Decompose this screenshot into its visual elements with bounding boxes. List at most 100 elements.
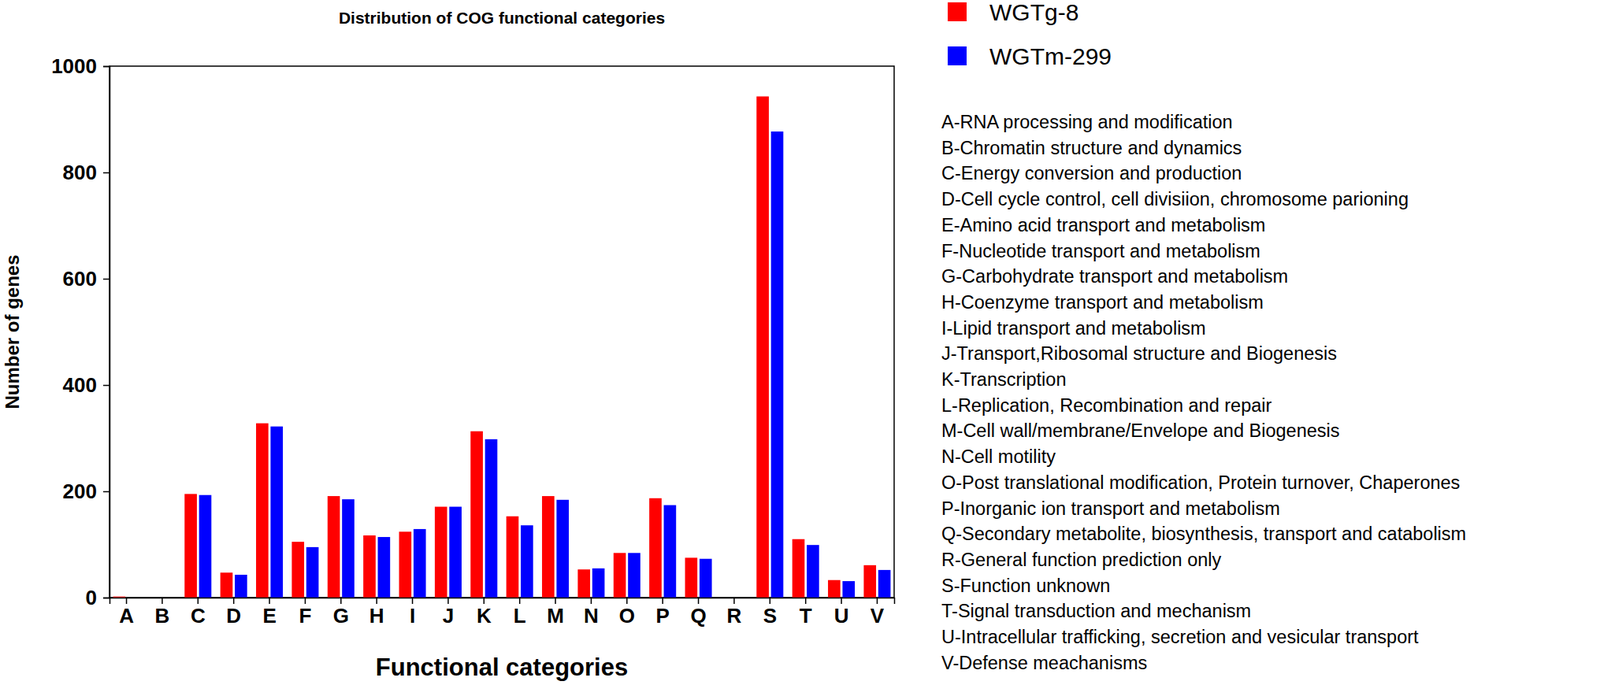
y-tick-mark [103,491,110,494]
x-tick-mark [554,597,557,605]
bar [842,581,855,598]
bar [234,575,248,598]
legend-label: WGTm-299 [989,43,1112,70]
bar [341,499,355,598]
annotation: D-Cell cycle control, cell divisiion, ch… [941,189,1409,210]
y-tick: 0 [85,586,110,610]
x-tick-label: H [369,604,385,628]
x-tick-mark [268,597,271,605]
legend-swatch [947,46,967,66]
x-tick: H [369,597,385,628]
x-tick-mark [197,597,200,605]
bar [220,572,234,598]
bar [756,96,769,598]
annotation: G-Carbohydrate transport and metabolism [941,266,1289,287]
bar [270,426,283,598]
x-tick-label: O [619,604,635,628]
x-tick-label: J [442,604,454,628]
x-tick: S [763,597,777,628]
x-tick-label: T [799,604,813,628]
x-tick-label: A [118,604,134,628]
x-tick-mark [840,597,843,605]
x-tick: O [619,597,635,628]
bar [470,431,483,598]
y-tick: 1000 [51,54,110,78]
x-tick: E [262,597,276,628]
y-axis-line [103,66,111,599]
bar [613,553,627,598]
x-tick-mark [590,597,593,605]
x-tick-mark [126,597,128,605]
bar [291,541,305,598]
bar [792,539,806,598]
x-tick-label: G [333,604,349,628]
x-tick-mark [233,597,235,605]
x-tick-mark [340,597,342,605]
bar [878,570,891,598]
y-tick-label: 400 [63,373,97,398]
x-tick-label: V [870,604,885,628]
annotation: F-Nucleotide transport and metabolism [941,241,1261,262]
y-tick: 200 [63,479,110,504]
x-tick: G [333,597,349,628]
bar [485,439,498,598]
x-tick: M [546,597,565,628]
bar [184,493,197,598]
x-tick: Q [690,597,706,628]
annotation: J-Transport,Ribosomal structure and Biog… [941,343,1337,364]
x-tick-mark [412,597,414,605]
bar [363,535,376,598]
x-tick-mark [697,597,700,605]
x-tick-mark [805,597,807,605]
bar [541,496,555,598]
x-tick-label: B [155,604,171,628]
bar [327,496,341,598]
bar [627,553,641,598]
legend-swatch [947,2,967,22]
x-tick-mark [161,597,164,605]
x-tick-label: P [656,604,670,628]
x-tick-label: D [226,604,242,628]
y-tick-mark [103,385,110,387]
legend: WGTg-8WGTm-299 [947,0,1112,70]
x-tick: I [409,597,416,628]
y-tick-label: 600 [63,267,97,291]
x-tick: K [476,597,492,628]
x-axis-line [110,598,895,606]
bar [399,531,413,598]
annotation: P-Inorganic ion transport and metabolism [941,498,1281,520]
annotation: O-Post translational modification, Prote… [941,472,1460,494]
bar [306,547,320,598]
y-tick: 400 [63,373,110,398]
annotation: A-RNA processing and modification [941,111,1233,133]
bar [699,559,713,598]
x-tick-mark [733,597,736,605]
x-tick-label: Q [690,604,706,628]
plot-frame [109,66,895,598]
bar [649,498,662,598]
bar [434,507,448,598]
x-tick: A [118,597,134,628]
x-tick-label: M [546,604,565,628]
bar [771,131,784,598]
x-tick-label: L [513,604,527,628]
y-tick-label: 800 [63,160,97,185]
x-tick-label: I [409,604,416,628]
x-tick-label: R [727,604,743,628]
x-tick: J [442,597,454,628]
x-tick: V [870,597,885,628]
x-tick: R [727,597,743,628]
annotation: N-Cell motility [941,446,1056,468]
annotation: M-Cell wall/membrane/Envelope and Biogen… [941,420,1341,442]
annotation: V-Defense meachanisms [941,653,1148,674]
annotation: Q-Secondary metabolite, biosynthesis, tr… [941,523,1467,545]
x-tick: P [656,597,670,628]
x-tick: D [226,597,242,628]
x-axis: ABCDEFGHIJKLMNOPQRSTUV [110,597,895,628]
x-tick-mark [375,597,378,605]
x-tick: F [298,597,312,628]
x-tick-mark [876,597,879,605]
chart: 02004006008001000ABCDEFGHIJKLMNOPQRSTUVD… [0,0,1600,685]
x-tick-mark [769,597,772,605]
bar [863,565,877,598]
